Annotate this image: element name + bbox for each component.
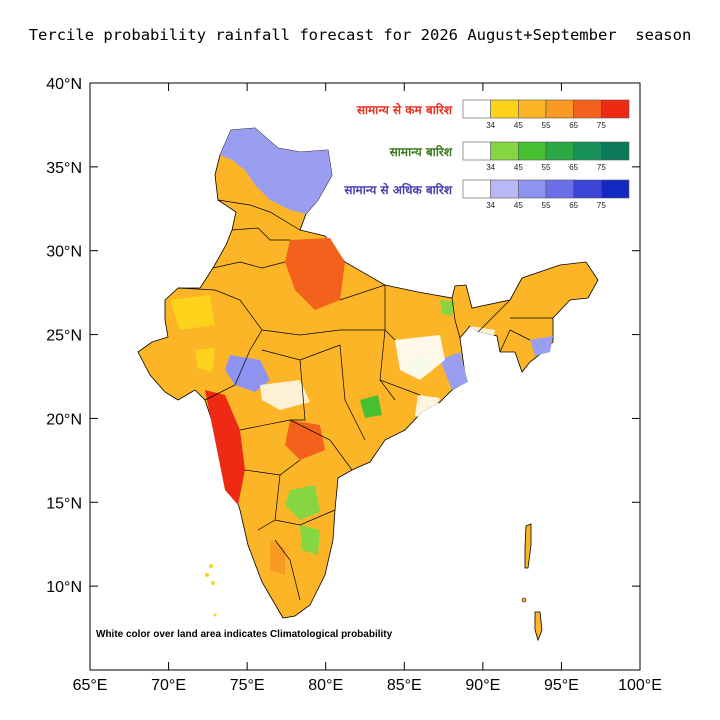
legend-tick-label: 45 (514, 163, 523, 172)
x-tick-label: 85°E (387, 677, 422, 694)
x-tick-label: 70°E (151, 677, 186, 694)
map-title: Tercile probability rainfall forecast fo… (28, 26, 692, 44)
legend-tick-label: 65 (569, 201, 578, 210)
legend-tick-label: 55 (542, 163, 551, 172)
legend-tick-label: 65 (569, 121, 578, 130)
y-tick-label: 20°N (46, 411, 82, 428)
x-tick-label: 95°E (544, 677, 579, 694)
india-landmass (137, 127, 599, 642)
legend-swatch (573, 99, 602, 119)
below-normal-patches (170, 238, 345, 575)
legend-swatch (601, 141, 630, 161)
legend-tick-label: 45 (514, 121, 523, 130)
legend-swatch (462, 99, 491, 119)
x-tick-label: 65°E (73, 677, 108, 694)
legend-swatch (518, 179, 547, 199)
x-tick-label: 100°E (618, 677, 662, 694)
legend-swatch (490, 99, 519, 119)
legend-tick-label: 45 (514, 201, 523, 210)
legend-swatch (462, 141, 491, 161)
legend-swatch (518, 141, 547, 161)
legend-tick-label: 55 (542, 121, 551, 130)
legend-swatch (573, 141, 602, 161)
legend-tick-label: 55 (542, 201, 551, 210)
legend-swatch (462, 179, 491, 199)
legend-tick-label: 34 (486, 121, 495, 130)
y-axis: 40°N 35°N 30°N 25°N 20°N 15°N 10°N (46, 76, 640, 596)
legend-title: सामान्य बारिश (389, 145, 453, 159)
y-tick-label: 15°N (46, 495, 82, 512)
y-tick-label: 25°N (46, 328, 82, 345)
legend-swatch (490, 141, 519, 161)
legend-title: सामान्य से कम बारिश (356, 103, 453, 117)
legend-tick-label: 75 (597, 163, 606, 172)
legend-swatch (518, 99, 547, 119)
y-tick-label: 40°N (46, 76, 82, 93)
x-tick-label: 75°E (230, 677, 265, 694)
footnote: White color over land area indicates Cli… (96, 629, 393, 640)
legend-tick-label: 75 (597, 201, 606, 210)
y-tick-label: 35°N (46, 160, 82, 177)
state-boundaries (177, 199, 553, 601)
legend-tick-label: 65 (569, 163, 578, 172)
legend-tick-label: 34 (486, 163, 495, 172)
legend: सामान्य से कम बारिश 34 45 55 65 75 सामान्य बार… (343, 99, 630, 210)
legend-swatch (545, 179, 574, 199)
x-tick-label: 90°E (465, 677, 500, 694)
legend-swatch (573, 179, 602, 199)
y-tick-label: 10°N (46, 579, 82, 596)
legend-title: सामान्य से अधिक बारिश (343, 183, 452, 197)
legend-swatch (601, 179, 630, 199)
legend-tick-label: 34 (486, 201, 495, 210)
x-tick-label: 80°E (308, 677, 343, 694)
y-tick-label: 30°N (46, 244, 82, 261)
x-axis: 65°E 70°E 75°E 80°E 85°E 90°E 95°E 100°E (73, 83, 662, 694)
legend-swatch (545, 99, 574, 119)
legend-swatch (490, 179, 519, 199)
climatology-patches (260, 326, 495, 420)
legend-swatch (545, 141, 574, 161)
legend-tick-label: 75 (597, 121, 606, 130)
legend-swatch (601, 99, 630, 119)
